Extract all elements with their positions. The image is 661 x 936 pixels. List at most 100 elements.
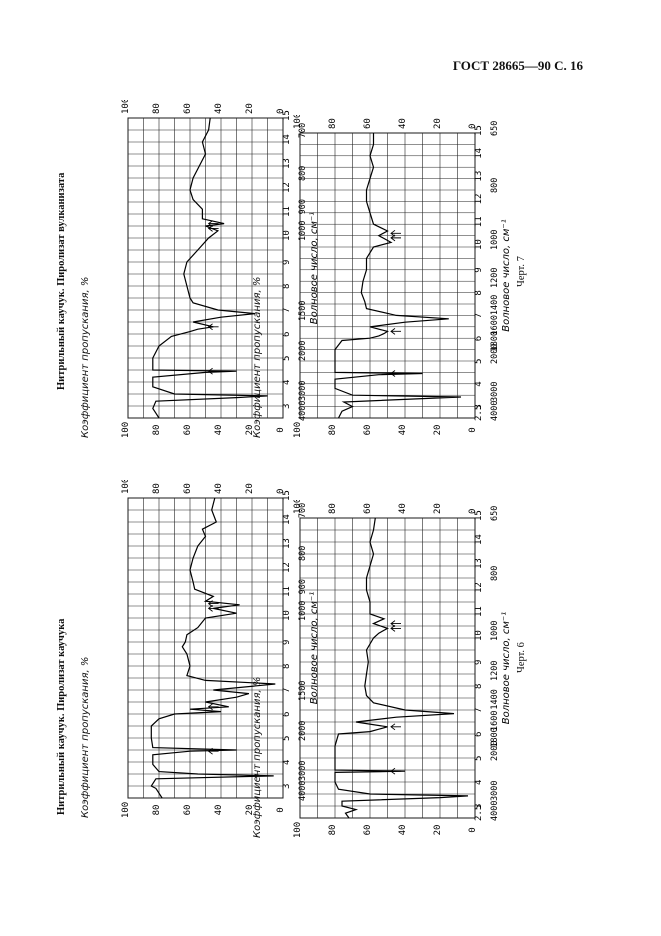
y-tick-label: 80 — [328, 825, 338, 836]
wavenumber-tick-label: 900 — [298, 579, 308, 594]
peak-arrow — [390, 370, 401, 377]
wavelength-tick-label: 13 — [282, 538, 292, 549]
y-tick-label: 40 — [398, 425, 408, 436]
wavelength-tick-label: 8 — [474, 290, 484, 295]
peak-arrow — [390, 328, 401, 335]
y-tick-label: 100 — [293, 422, 303, 438]
wavelength-tick-label: 4 — [474, 381, 484, 386]
y-tick-label-top: 0 — [276, 109, 286, 114]
y-tick-label: 80 — [328, 425, 338, 436]
wavenumber-tick-label: 800 — [490, 178, 500, 193]
peak-arrow — [390, 767, 401, 775]
y-tick-label-top: 20 — [433, 118, 443, 129]
wavenumber-tick-label: 4000 — [490, 401, 500, 421]
wavelength-tick-label: 8 — [474, 684, 484, 689]
figure-7-label: Черт. 7 — [516, 256, 527, 287]
y-tick-label: 0 — [276, 427, 286, 432]
wavenumber-tick-label: 1800 — [490, 331, 500, 351]
wavenumber-tick-label: 650 — [490, 121, 500, 136]
wavelength-tick-label: 4 — [282, 760, 292, 765]
y-tick-label: 60 — [363, 425, 373, 436]
wavelength-tick-label: 3 — [474, 804, 484, 809]
wavelength-tick-label: 13 — [282, 158, 292, 169]
wavelength-tick-label: 12 — [282, 562, 292, 573]
x-axis-title: Волновое число, см⁻¹ — [501, 219, 512, 331]
y-axis-title: Коэффициент пропускания, % — [252, 676, 263, 838]
wavelength-tick-label: 8 — [282, 664, 292, 669]
y-tick-label-top: 60 — [183, 103, 193, 114]
y-tick-label-top: 0 — [468, 124, 478, 129]
peak-arrow — [207, 747, 219, 755]
wavenumber-tick-label: 3000 — [298, 381, 308, 401]
y-tick-label: 100 — [121, 422, 131, 438]
wavenumber-tick-label: 1500 — [298, 301, 308, 321]
y-tick-label: 100 — [293, 822, 303, 838]
wavenumber-tick-label: 700 — [298, 503, 308, 518]
wavelength-tick-label: 9 — [474, 267, 484, 272]
wavelength-tick-label: 5 — [474, 359, 484, 364]
wavenumber-tick-label: 3000 — [490, 781, 500, 801]
wavenumber-tick-label: 800 — [298, 166, 308, 181]
y-tick-label: 40 — [214, 425, 224, 436]
y-tick-label: 0 — [468, 427, 478, 432]
wavelength-tick-label: 15 — [282, 490, 292, 501]
peak-arrow — [390, 723, 401, 731]
y-tick-label-top: 80 — [152, 103, 162, 114]
wavelength-tick-label: 14 — [282, 134, 292, 145]
wavenumber-tick-label: 4000 — [298, 781, 308, 801]
wavelength-tick-label: 4 — [474, 780, 484, 785]
wavelength-tick-label: 9 — [282, 640, 292, 645]
y-tick-label: 20 — [433, 425, 443, 436]
wavelength-tick-label: 7 — [282, 688, 292, 693]
wavenumber-tick-label: 1000 — [298, 601, 308, 621]
y-tick-label-top: 0 — [276, 489, 286, 494]
wavenumber-tick-label: 2000 — [490, 344, 500, 364]
wavenumber-tick-label: 800 — [298, 546, 308, 561]
y-tick-label: 20 — [433, 825, 443, 836]
wavelength-tick-label: 7 — [282, 308, 292, 313]
wavelength-tick-label: 3 — [282, 784, 292, 789]
wavelength-tick-label: 7 — [474, 708, 484, 713]
wavenumber-tick-label: 2000 — [298, 721, 308, 741]
peak-arrow — [207, 605, 219, 612]
wavenumber-tick-label: 4000 — [490, 801, 500, 821]
y-tick-label-top: 100 — [293, 500, 303, 514]
y-tick-label-top: 80 — [328, 118, 338, 129]
y-tick-label: 40 — [398, 825, 408, 836]
wavenumber-tick-label: 1800 — [490, 727, 500, 747]
y-tick-label: 0 — [468, 827, 478, 832]
ir-spectrum-chart-right-lower: 100 100 80 80 60 60 40 40 20 20 0 0 2.5 3 4 5 6 7 8 9 10 11 12… — [252, 115, 515, 448]
y-tick-label-top: 20 — [433, 503, 443, 514]
wavelength-tick-label: 14 — [474, 148, 484, 159]
wavenumber-tick-label: 2000 — [490, 741, 500, 761]
wavelength-tick-label: 14 — [474, 534, 484, 545]
y-tick-label: 80 — [152, 425, 162, 436]
wavelength-tick-label: 12 — [474, 582, 484, 593]
wavenumber-tick-label: 1400 — [490, 689, 500, 709]
x-axis-title: Волновое число, см⁻¹ — [309, 212, 320, 324]
x-axis-title: Волновое число, см⁻¹ — [309, 592, 320, 704]
wavelength-tick-label: 3 — [474, 404, 484, 409]
wavenumber-tick-label: 3000 — [298, 761, 308, 781]
wavelength-tick-label: 6 — [474, 336, 484, 341]
y-tick-label-top: 0 — [468, 509, 478, 514]
spectrum-line — [334, 133, 462, 419]
y-axis-title: Коэффициент пропускания, % — [80, 656, 91, 818]
wavenumber-tick-label: 1600 — [490, 315, 500, 335]
y-axis-title: Коэффициент пропускания, % — [252, 276, 263, 438]
wavelength-tick-label: 10 — [474, 630, 484, 641]
wavelength-tick-label: 14 — [282, 514, 292, 525]
y-tick-label: 20 — [245, 805, 255, 816]
y-tick-label: 100 — [121, 802, 131, 818]
section-title-rubber: Нитрильный каучук. Пиролизат каучука — [56, 618, 67, 815]
wavelength-tick-label: 2.5 — [474, 805, 484, 821]
y-tick-label-top: 20 — [245, 483, 255, 494]
wavelength-tick-label: 8 — [282, 284, 292, 289]
chart-svg: 1001008080606040402020003456789101112131… — [121, 100, 320, 438]
wavelength-tick-label: 7 — [474, 313, 484, 318]
y-tick-label-top: 60 — [183, 483, 193, 494]
y-tick-label: 20 — [245, 425, 255, 436]
y-tick-label-top: 100 — [121, 100, 131, 114]
wavelength-tick-label: 6 — [282, 332, 292, 337]
wavelength-tick-label: 9 — [282, 260, 292, 265]
